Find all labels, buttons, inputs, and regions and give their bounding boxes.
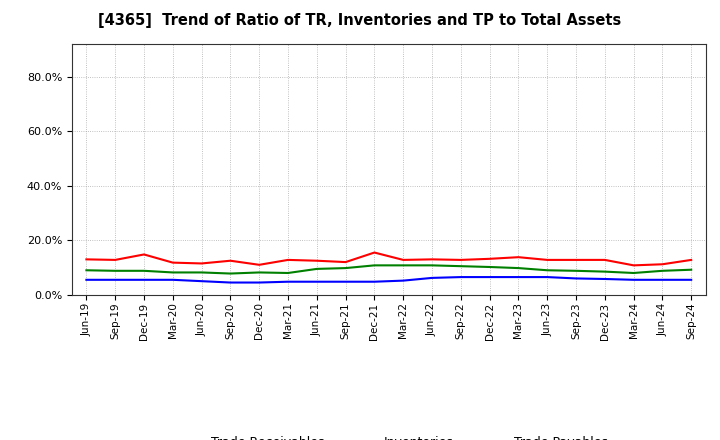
Trade Payables	[485, 264, 494, 270]
Trade Payables	[197, 270, 206, 275]
Trade Receivables	[658, 262, 667, 267]
Line: Trade Receivables: Trade Receivables	[86, 253, 691, 265]
Trade Payables	[456, 264, 465, 269]
Line: Trade Payables: Trade Payables	[86, 265, 691, 274]
Trade Receivables	[82, 257, 91, 262]
Trade Receivables	[543, 257, 552, 263]
Trade Receivables	[485, 256, 494, 261]
Inventories	[658, 277, 667, 282]
Trade Receivables	[226, 258, 235, 264]
Inventories	[312, 279, 321, 284]
Text: [4365]  Trend of Ratio of TR, Inventories and TP to Total Assets: [4365] Trend of Ratio of TR, Inventories…	[99, 13, 621, 28]
Inventories	[399, 278, 408, 283]
Inventories	[428, 275, 436, 281]
Trade Payables	[572, 268, 580, 273]
Trade Receivables	[168, 260, 177, 265]
Legend: Trade Receivables, Inventories, Trade Payables: Trade Receivables, Inventories, Trade Pa…	[164, 432, 613, 440]
Trade Payables	[312, 266, 321, 271]
Trade Payables	[284, 270, 292, 275]
Trade Receivables	[370, 250, 379, 255]
Trade Payables	[370, 263, 379, 268]
Inventories	[111, 277, 120, 282]
Trade Payables	[226, 271, 235, 276]
Inventories	[543, 275, 552, 280]
Trade Payables	[111, 268, 120, 273]
Trade Payables	[629, 270, 638, 275]
Trade Receivables	[312, 258, 321, 264]
Trade Receivables	[428, 257, 436, 262]
Inventories	[456, 275, 465, 280]
Trade Payables	[543, 268, 552, 273]
Inventories	[197, 279, 206, 284]
Trade Receivables	[600, 257, 609, 263]
Trade Payables	[687, 267, 696, 272]
Trade Receivables	[456, 257, 465, 263]
Inventories	[514, 275, 523, 280]
Inventories	[226, 280, 235, 285]
Trade Payables	[168, 270, 177, 275]
Trade Payables	[82, 268, 91, 273]
Trade Receivables	[572, 257, 580, 263]
Trade Receivables	[255, 262, 264, 268]
Inventories	[687, 277, 696, 282]
Trade Receivables	[399, 257, 408, 263]
Trade Receivables	[629, 263, 638, 268]
Inventories	[168, 277, 177, 282]
Trade Receivables	[687, 257, 696, 263]
Trade Payables	[255, 270, 264, 275]
Trade Payables	[428, 263, 436, 268]
Trade Receivables	[284, 257, 292, 263]
Trade Payables	[140, 268, 148, 273]
Trade Receivables	[341, 260, 350, 265]
Inventories	[284, 279, 292, 284]
Inventories	[140, 277, 148, 282]
Inventories	[629, 277, 638, 282]
Inventories	[572, 276, 580, 281]
Inventories	[341, 279, 350, 284]
Trade Receivables	[197, 261, 206, 266]
Inventories	[82, 277, 91, 282]
Trade Payables	[658, 268, 667, 273]
Line: Inventories: Inventories	[86, 277, 691, 282]
Inventories	[370, 279, 379, 284]
Trade Receivables	[140, 252, 148, 257]
Trade Payables	[341, 265, 350, 271]
Trade Payables	[399, 263, 408, 268]
Trade Receivables	[514, 254, 523, 260]
Inventories	[485, 275, 494, 280]
Trade Receivables	[111, 257, 120, 263]
Trade Payables	[600, 269, 609, 274]
Inventories	[600, 276, 609, 282]
Inventories	[255, 280, 264, 285]
Trade Payables	[514, 265, 523, 271]
